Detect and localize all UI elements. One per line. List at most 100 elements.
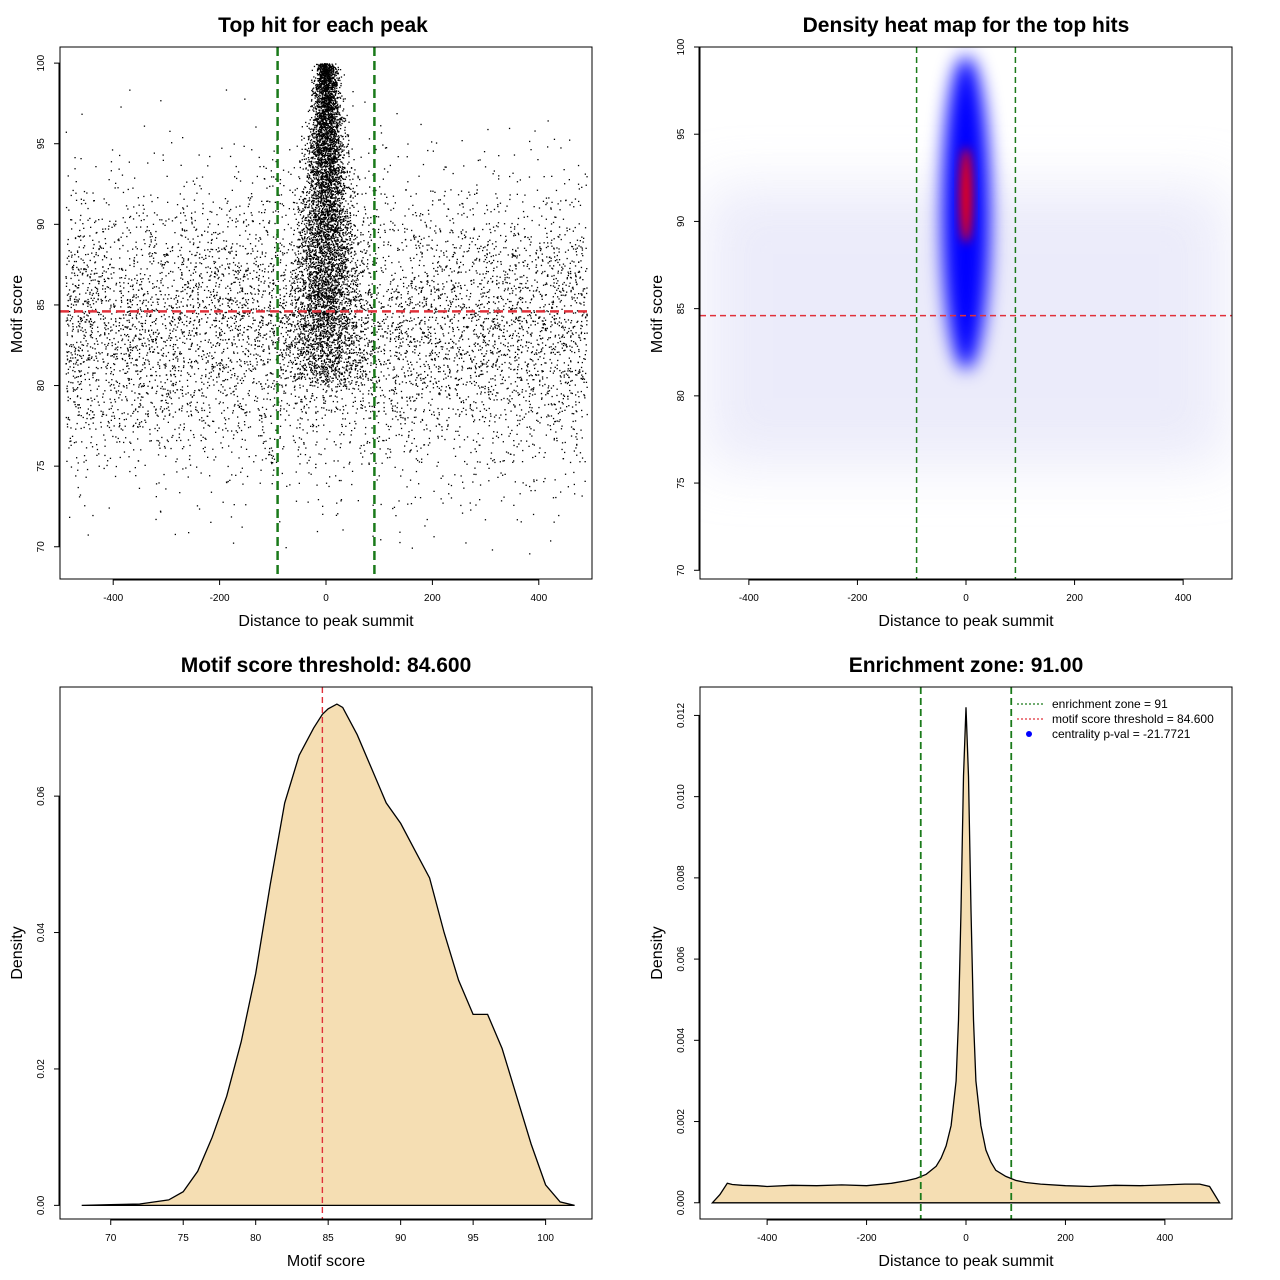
scatter-point	[252, 308, 255, 310]
scatter-point	[346, 353, 348, 355]
scatter-point	[492, 173, 494, 175]
scatter-point	[199, 346, 201, 348]
scatter-point	[529, 244, 531, 246]
scatter-point	[504, 277, 506, 279]
scatter-point	[263, 431, 265, 434]
scatter-point	[246, 411, 248, 413]
scatter-point	[279, 436, 281, 438]
scatter-point	[235, 254, 237, 256]
scatter-point	[287, 319, 290, 321]
scatter-point	[517, 419, 519, 422]
scatter-point	[152, 257, 155, 259]
scatter-point	[538, 207, 541, 209]
scatter-point	[70, 440, 72, 442]
scatter-point	[558, 351, 560, 353]
scatter-point	[364, 101, 366, 103]
scatter-point	[128, 379, 130, 381]
scatter-point	[553, 318, 556, 321]
scatter-point	[65, 131, 67, 133]
scatter-point	[326, 438, 328, 440]
scatter-point	[135, 226, 138, 228]
scatter-point	[247, 335, 249, 338]
scatter-point	[269, 336, 271, 338]
scatter-point	[123, 419, 125, 421]
scatter-point	[526, 330, 528, 333]
scatter-point	[421, 418, 423, 421]
scatter-point	[510, 363, 512, 365]
scatter-point	[409, 320, 411, 322]
scatter-point	[398, 383, 401, 385]
scatter-point	[90, 404, 92, 407]
scatter-point	[528, 341, 530, 343]
scatter-point	[138, 339, 140, 341]
scatter-point	[542, 378, 544, 380]
scatter-point	[500, 342, 502, 344]
scatter-point	[113, 241, 116, 243]
scatter-point	[380, 350, 382, 352]
scatter-point	[577, 183, 580, 185]
scatter-point	[140, 287, 143, 289]
scatter-point	[118, 397, 120, 399]
scatter-point	[406, 156, 408, 158]
scatter-point	[329, 476, 331, 478]
scatter-point	[376, 382, 378, 384]
scatter-point	[87, 398, 90, 401]
scatter-point	[476, 257, 478, 260]
scatter-point	[520, 299, 522, 301]
scatter-point	[431, 316, 434, 318]
scatter-point	[447, 375, 449, 377]
scatter-point	[312, 385, 314, 387]
scatter-point	[443, 195, 446, 197]
scatter-point	[203, 409, 206, 412]
scatter-point	[372, 535, 374, 537]
scatter-point	[462, 338, 464, 341]
scatter-point	[396, 355, 398, 357]
scatter-point	[534, 130, 536, 132]
scatter-point	[213, 357, 215, 359]
scatter-point	[270, 263, 272, 265]
scatter-point	[443, 254, 445, 256]
scatter-point	[310, 425, 312, 427]
scatter-point	[491, 352, 493, 354]
scatter-point	[181, 448, 184, 450]
scatter-point	[389, 305, 392, 308]
scatter-point	[180, 370, 182, 372]
scatter-point	[222, 392, 224, 394]
scatter-point	[471, 360, 473, 362]
scatter-point	[371, 307, 373, 309]
scatter-point	[572, 312, 575, 314]
scatter-point	[373, 228, 375, 230]
scatter-point	[266, 200, 268, 202]
scatter-point	[135, 334, 137, 336]
scatter-point	[156, 424, 158, 426]
scatter-point	[547, 414, 549, 416]
scatter-point	[79, 347, 81, 349]
scatter-point	[435, 249, 438, 251]
scatter-point	[140, 421, 143, 423]
scatter-point	[368, 246, 370, 248]
scatter-point	[201, 277, 203, 279]
scatter-point	[91, 446, 94, 448]
scatter-point	[376, 415, 378, 417]
scatter-point	[111, 266, 113, 269]
scatter-point	[328, 485, 330, 488]
scatter-point	[437, 418, 439, 420]
scatter-point	[261, 421, 263, 423]
scatter-point	[495, 361, 497, 364]
scatter-point	[147, 410, 149, 412]
scatter-point	[509, 269, 511, 272]
scatter-point	[197, 313, 200, 315]
scatter-point	[89, 235, 91, 237]
scatter-point	[390, 220, 392, 223]
scatter-point	[456, 258, 458, 261]
scatter-point	[377, 351, 379, 353]
scatter-point	[92, 299, 94, 302]
scatter-point	[431, 349, 434, 351]
scatter-point	[278, 304, 281, 306]
scatter-point	[456, 355, 458, 357]
scatter-point	[226, 324, 229, 326]
scatter-point	[162, 154, 164, 156]
scatter-point	[549, 425, 551, 427]
scatter-point	[222, 370, 224, 373]
scatter-point	[546, 283, 548, 285]
